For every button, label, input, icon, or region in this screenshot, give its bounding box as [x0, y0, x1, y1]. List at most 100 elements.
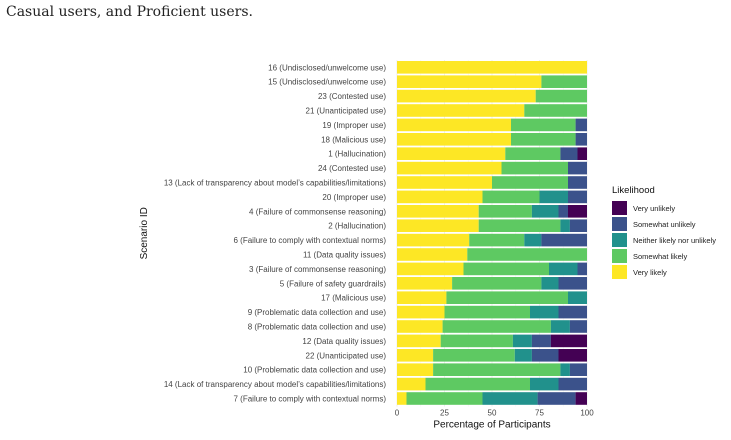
- bar-segment: [568, 176, 587, 189]
- bar-segment: [575, 118, 587, 132]
- bar-segment: [531, 334, 551, 348]
- bar-segment: [478, 219, 561, 232]
- bar-segment: [560, 363, 570, 376]
- bar-segment: [397, 305, 445, 319]
- y-tick-label: 15 (Undisclosed/unwelcome use): [268, 78, 386, 87]
- legend-swatch: [612, 201, 627, 215]
- bar-segment: [558, 305, 587, 319]
- bar-segment: [397, 75, 542, 88]
- bar-segment: [397, 205, 479, 218]
- y-tick-label: 6 (Failure to comply with contextual nor…: [234, 236, 387, 245]
- bar-segment: [568, 291, 587, 304]
- bars: [397, 61, 587, 405]
- y-tick-label: 7 (Failure to comply with contextual nor…: [234, 395, 387, 404]
- bar-segment: [442, 320, 551, 333]
- bar-segment: [558, 349, 587, 362]
- bar-segment: [569, 320, 587, 333]
- y-tick-label: 21 (Unanticipated use): [306, 107, 387, 116]
- legend-swatch: [612, 265, 627, 279]
- bar-segment: [501, 161, 568, 175]
- bar-segment: [511, 118, 576, 132]
- bar-segment: [524, 233, 542, 247]
- x-tick-label: 0: [395, 409, 400, 418]
- bar-segment: [535, 89, 587, 103]
- y-tick-label: 9 (Problematic data collection and use): [248, 308, 387, 317]
- bar-segment: [541, 233, 587, 247]
- bar-segment: [531, 205, 559, 218]
- legend-swatch: [612, 217, 627, 231]
- bar-segment: [478, 205, 532, 218]
- bar-segment: [406, 392, 483, 405]
- bar-segment: [397, 277, 453, 290]
- bar-segment: [505, 147, 561, 160]
- y-tick-label: 11 (Data quality issues): [303, 251, 386, 260]
- bar-segment: [558, 277, 587, 290]
- bar-segment: [463, 262, 549, 276]
- legend-label: Somewhat unlikely: [633, 220, 696, 229]
- bar-segment: [530, 305, 559, 319]
- grid-lines: [396, 60, 588, 407]
- bar-segment: [524, 104, 587, 117]
- bar-segment: [550, 320, 570, 333]
- bar-segment: [568, 161, 587, 175]
- bar-segment: [577, 262, 587, 276]
- bar-segment: [512, 334, 532, 348]
- x-axis-title: Percentage of Participants: [433, 420, 550, 431]
- bar-segment: [397, 349, 434, 362]
- legend-label: Very likely: [633, 268, 667, 277]
- bar-segment: [467, 248, 587, 261]
- bar-segment: [558, 377, 587, 391]
- bar-segment: [397, 118, 511, 132]
- bar-segment: [575, 133, 587, 146]
- bar-segment: [568, 190, 587, 204]
- bar-segment: [397, 161, 502, 175]
- y-tick-label: 17 (Malicious use): [321, 294, 386, 303]
- y-tick-label: 22 (Unanticipated use): [306, 351, 387, 360]
- bar-segment: [397, 61, 587, 74]
- y-tick-label: 18 (Malicious use): [321, 135, 386, 144]
- y-tick-label: 13 (Lack of transparency about model’s c…: [164, 179, 387, 188]
- bar-segment: [433, 349, 515, 362]
- bar-segment: [397, 320, 443, 333]
- x-tick-label: 25: [440, 409, 449, 418]
- y-tick-label: 19 (Improper use): [322, 121, 386, 130]
- legend-swatch: [612, 233, 627, 247]
- bar-segment: [446, 291, 568, 304]
- y-tick-label: 5 (Failure of safety guardrails): [280, 279, 387, 288]
- bar-segment: [482, 190, 540, 204]
- bar-segment: [482, 392, 538, 405]
- bar-segment: [539, 190, 568, 204]
- bar-segment: [440, 334, 513, 348]
- y-tick-label: 2 (Hallucination): [328, 222, 386, 231]
- bar-segment: [541, 75, 587, 88]
- bar-segment: [511, 133, 576, 146]
- bar-segment: [452, 277, 542, 290]
- bar-segment: [492, 176, 568, 189]
- y-tick-label: 14 (Lack of transparency about model’s c…: [164, 380, 387, 389]
- bar-segment: [569, 363, 587, 376]
- legend-label: Very unlikely: [633, 204, 675, 213]
- bar-segment: [397, 89, 536, 103]
- y-tick-label: 4 (Failure of commonsense reasoning): [249, 207, 386, 216]
- y-tick-label: 23 (Contested use): [318, 92, 386, 101]
- bar-segment: [514, 349, 532, 362]
- bar-segment: [530, 377, 559, 391]
- bar-segment: [444, 305, 530, 319]
- legend-swatch: [612, 249, 627, 263]
- x-tick-labels: 0 25 50 75 100: [395, 409, 594, 418]
- y-tick-labels: 16 (Undisclosed/unwelcome use) 15 (Undisc…: [164, 63, 387, 403]
- bar-segment: [397, 262, 464, 276]
- bar-segment: [397, 248, 468, 261]
- bar-segment: [397, 334, 441, 348]
- legend-items: Very unlikely Somewhat unlikely Neither li…: [612, 201, 716, 279]
- bar-segment: [397, 133, 511, 146]
- bar-segment: [397, 147, 506, 160]
- bar-segment: [558, 205, 568, 218]
- bar-segment: [397, 363, 434, 376]
- bar-segment: [397, 104, 525, 117]
- bar-segment: [425, 377, 530, 391]
- x-tick-label: 75: [535, 409, 544, 418]
- bar-segment: [469, 233, 525, 247]
- bar-segment: [549, 262, 578, 276]
